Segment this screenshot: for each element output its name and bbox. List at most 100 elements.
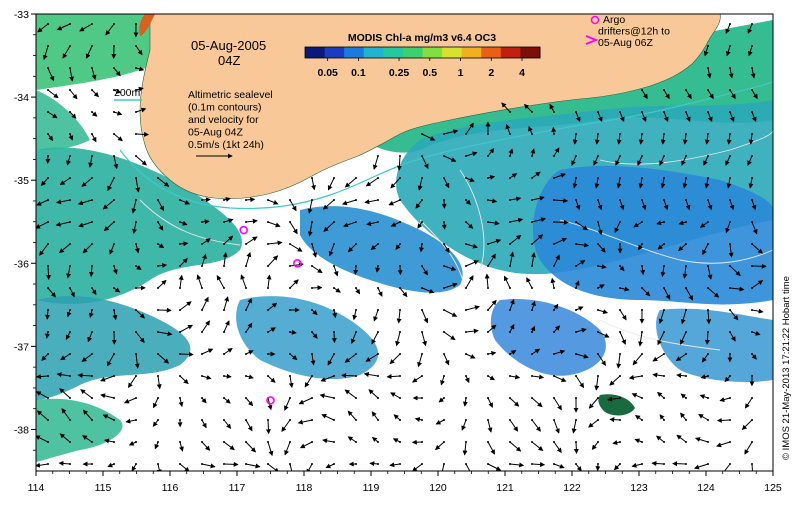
velocity-arrow-origin	[663, 111, 665, 113]
colorbar-tick-label: 0.05	[317, 67, 338, 79]
velocity-arrow-origin	[311, 419, 313, 421]
velocity-arrow-origin	[685, 177, 687, 179]
velocity-arrow-origin	[663, 243, 665, 245]
velocity-arrow-origin	[69, 221, 71, 223]
velocity-arrow-origin	[267, 287, 269, 289]
lon-tick-label: 123	[630, 482, 648, 494]
velocity-arrow-origin	[465, 265, 467, 267]
velocity-arrow-origin	[707, 287, 709, 289]
velocity-arrow-origin	[289, 441, 291, 443]
velocity-arrow-origin	[311, 243, 313, 245]
velocity-arrow-origin	[311, 265, 313, 267]
velocity-arrow-origin	[91, 265, 93, 267]
velocity-arrow-origin	[751, 111, 753, 113]
velocity-arrow-origin	[135, 177, 137, 179]
velocity-arrow-origin	[443, 419, 445, 421]
velocity-arrow-origin	[377, 221, 379, 223]
velocity-arrow-origin	[465, 397, 467, 399]
velocity-arrow-origin	[69, 287, 71, 289]
velocity-arrow-origin	[729, 67, 731, 69]
velocity-arrow-origin	[157, 265, 159, 267]
velocity-arrow-origin	[223, 243, 225, 245]
velocity-arrow-origin	[553, 155, 555, 157]
velocity-arrow-origin	[135, 243, 137, 245]
velocity-arrow-origin	[47, 287, 49, 289]
velocity-arrow-origin	[377, 177, 379, 179]
velocity-arrow-origin	[377, 243, 379, 245]
colorbar-swatch	[481, 47, 501, 58]
colorbar-swatch	[383, 47, 403, 58]
velocity-arrow-origin	[663, 419, 665, 421]
velocity-arrow-origin	[685, 111, 687, 113]
velocity-arrow-origin	[69, 177, 71, 179]
velocity-arrow-origin	[355, 243, 357, 245]
velocity-arrow-origin	[465, 419, 467, 421]
velocity-arrow-origin	[729, 331, 731, 333]
velocity-arrow-origin	[531, 397, 533, 399]
velocity-arrow-origin	[487, 463, 489, 465]
lon-tick-label: 114	[28, 482, 45, 494]
velocity-arrow-origin	[619, 375, 621, 377]
velocity-arrow-origin	[575, 419, 577, 421]
velocity-arrow-origin	[443, 133, 445, 135]
velocity-arrow-origin	[69, 463, 71, 465]
lon-tick-label: 118	[296, 482, 313, 494]
velocity-arrow-origin	[487, 133, 489, 135]
velocity-arrow-origin	[421, 353, 423, 355]
velocity-arrow-origin	[531, 133, 533, 135]
velocity-arrow-origin	[157, 375, 159, 377]
velocity-arrow-origin	[619, 353, 621, 355]
velocity-arrow-origin	[333, 221, 335, 223]
velocity-arrow-origin	[69, 111, 71, 113]
velocity-arrow-origin	[443, 177, 445, 179]
velocity-arrow-origin	[421, 441, 423, 443]
velocity-arrow-origin	[135, 309, 137, 311]
velocity-arrow-origin	[553, 309, 555, 311]
velocity-arrow-origin	[333, 331, 335, 333]
velocity-arrow-origin	[421, 177, 423, 179]
lon-tick-label: 119	[363, 482, 380, 494]
velocity-arrow-origin	[223, 331, 225, 333]
velocity-arrow-origin	[685, 221, 687, 223]
velocity-arrow-origin	[641, 309, 643, 311]
velocity-arrow-origin	[465, 199, 467, 201]
argo-note-line: Argo	[603, 14, 625, 26]
velocity-arrow-origin	[553, 133, 555, 135]
velocity-arrow-origin	[47, 353, 49, 355]
velocity-arrow-origin	[729, 309, 731, 311]
velocity-arrow-origin	[333, 177, 335, 179]
velocity-arrow-origin	[619, 309, 621, 311]
velocity-arrow-origin	[267, 243, 269, 245]
velocity-arrow-origin	[311, 199, 313, 201]
velocity-arrow-origin	[201, 463, 203, 465]
velocity-arrow-origin	[135, 353, 137, 355]
velocity-arrow-origin	[245, 463, 247, 465]
velocity-arrow-origin	[421, 331, 423, 333]
velocity-arrow-origin	[597, 397, 599, 399]
velocity-arrow-origin	[663, 221, 665, 223]
velocity-arrow-origin	[553, 331, 555, 333]
velocity-arrow-origin	[245, 375, 247, 377]
velocity-arrow-origin	[575, 353, 577, 355]
velocity-arrow-origin	[465, 463, 467, 465]
velocity-arrow-origin	[157, 353, 159, 355]
velocity-arrow-origin	[245, 243, 247, 245]
altimetry-note-line: 0.5m/s (1kt 24h)	[188, 139, 264, 151]
velocity-arrow-shaft	[202, 221, 209, 222]
velocity-arrow-origin	[201, 221, 203, 223]
velocity-arrow-origin	[751, 243, 753, 245]
velocity-arrow-origin	[311, 353, 313, 355]
velocity-arrow-origin	[289, 265, 291, 267]
velocity-arrow-origin	[157, 397, 159, 399]
velocity-arrow-origin	[685, 155, 687, 157]
velocity-arrow-origin	[663, 177, 665, 179]
velocity-arrow-origin	[333, 199, 335, 201]
velocity-arrow-origin	[399, 441, 401, 443]
velocity-arrow-origin	[443, 243, 445, 245]
colorbar-swatch	[325, 47, 345, 58]
velocity-arrow-origin	[113, 441, 115, 443]
lon-tick-label: 121	[496, 482, 514, 494]
colorbar-swatch	[462, 47, 482, 58]
velocity-arrow-origin	[69, 23, 71, 25]
velocity-arrow-origin	[267, 331, 269, 333]
